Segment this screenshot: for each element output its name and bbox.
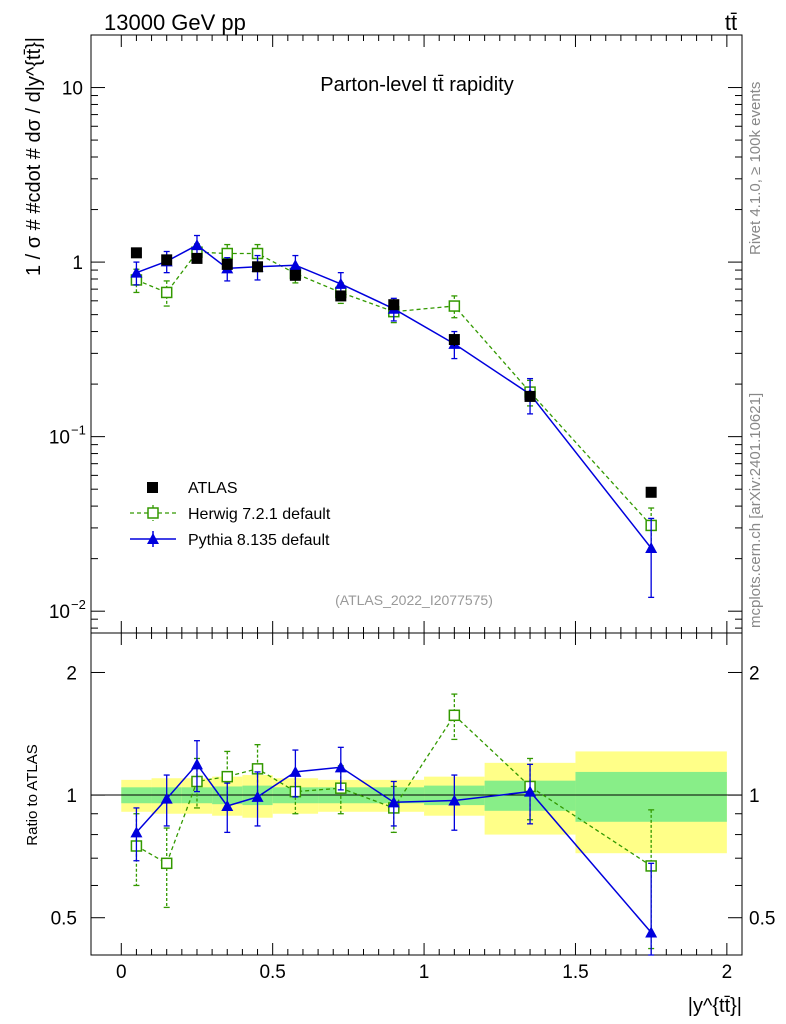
pythia-point [334, 277, 347, 289]
y-tick-label-exponent: −2 [71, 597, 86, 612]
legend-herwig-label: Herwig 7.2.1 default [188, 506, 331, 523]
header-energy: 13000 GeV pp [104, 10, 246, 35]
pythia-point [289, 765, 302, 777]
x-tick-label: 1 [419, 962, 430, 983]
ratio-panel: 2 2 1 1 0.5 0.5 0 0.5 1 1.5 2 Ratio to ATLAS |y^{… [24, 632, 776, 1017]
atlas-data-point [191, 252, 203, 264]
legend: ATLAS Herwig 7.2.1 default Pythia 8.135 … [130, 480, 331, 549]
atlas-data-point [221, 258, 233, 270]
x-tick-label: 0 [116, 962, 127, 983]
atlas-data-point [448, 334, 460, 346]
y-tick-label: 10 [49, 428, 70, 449]
atlas-data-point [289, 269, 301, 281]
y-tick-label: 1 [72, 253, 83, 274]
herwig-point [160, 286, 173, 299]
pythia-point [524, 785, 537, 797]
pythia-point [289, 259, 302, 271]
main-axis-ticks [91, 34, 742, 633]
pythia-point [190, 758, 203, 770]
ratio-y-tick-label: 1 [66, 786, 77, 807]
x-tick-label: 0.5 [259, 962, 285, 983]
main-title: Parton-level tt̄ rapidity [320, 74, 513, 96]
legend-pythia-label: Pythia 8.135 default [188, 532, 330, 549]
atlas-data-point [252, 261, 264, 273]
ratio-y-axis-label: Ratio to ATLAS [24, 744, 41, 845]
herwig-point [160, 857, 173, 870]
main-data-layer [130, 234, 658, 599]
x-tick-labels: 0 0.5 1 1.5 2 [116, 962, 732, 983]
pythia-point [190, 239, 203, 251]
rivet-version-label: Rivet 4.1.0, ≥ 100k events [747, 82, 764, 255]
y-tick-label: 10 [49, 602, 70, 623]
atlas-data-point [130, 247, 142, 259]
herwig-point [221, 770, 234, 783]
ratio-y-tick-label: 2 [66, 663, 77, 684]
legend-pythia-marker [147, 533, 159, 544]
ratio-band-inner [575, 771, 727, 822]
ratio-y-tick-label: 0.5 [51, 909, 77, 930]
atlas-data-point [161, 254, 173, 266]
herwig-line [136, 251, 652, 526]
pythia-point [251, 790, 264, 802]
ratio-uncertainty-bands [121, 751, 727, 854]
legend-atlas-marker [147, 482, 158, 493]
herwig-point [221, 247, 234, 260]
legend-atlas-label: ATLAS [188, 480, 238, 497]
ratio-y-tick-label-right: 0.5 [749, 909, 775, 930]
pythia-point [645, 926, 658, 938]
pythia-point [334, 761, 347, 773]
atlas-data-point [524, 390, 536, 402]
pythia-point [221, 800, 234, 812]
mcplots-label: mcplots.cern.ch [arXiv:2401.10621] [747, 393, 764, 628]
ratio-y-tick-label-right: 1 [749, 786, 760, 807]
pythia-point [645, 542, 658, 554]
main-y-axis-label: 1 / σ # #cdot # dσ / d|y^{tt̄}| [23, 37, 45, 276]
pythia-point [130, 266, 143, 278]
ratio-frame [90, 632, 743, 956]
x-tick-label: 1.5 [562, 962, 588, 983]
ratio-y-tick-label-right: 2 [749, 663, 760, 684]
analysis-tag: (ATLAS_2022_I2077575) [335, 592, 493, 608]
pythia-point [130, 826, 143, 838]
x-tick-label: 2 [722, 962, 733, 983]
ratio-data-layer [130, 693, 658, 956]
legend-herwig-marker [147, 507, 159, 519]
atlas-data-point [335, 290, 347, 302]
herwig-line [136, 714, 652, 867]
ratio-y-tick-labels: 2 2 1 1 0.5 0.5 [51, 663, 776, 929]
pythia-point [387, 796, 400, 808]
y-tick-label: 10 [62, 79, 83, 100]
herwig-point [448, 300, 461, 312]
pythia-point [160, 792, 173, 804]
pythia-line [136, 244, 652, 549]
ratio-axis-ticks [91, 633, 742, 955]
atlas-data-point [388, 299, 400, 311]
y-tick-label-exponent: −1 [71, 423, 86, 438]
herwig-point [448, 709, 461, 722]
pythia-point [448, 794, 461, 806]
atlas-data-point [645, 486, 657, 498]
x-axis-label: |y^{tt̄}| [688, 995, 742, 1017]
header-process: tt̄ [725, 10, 737, 35]
